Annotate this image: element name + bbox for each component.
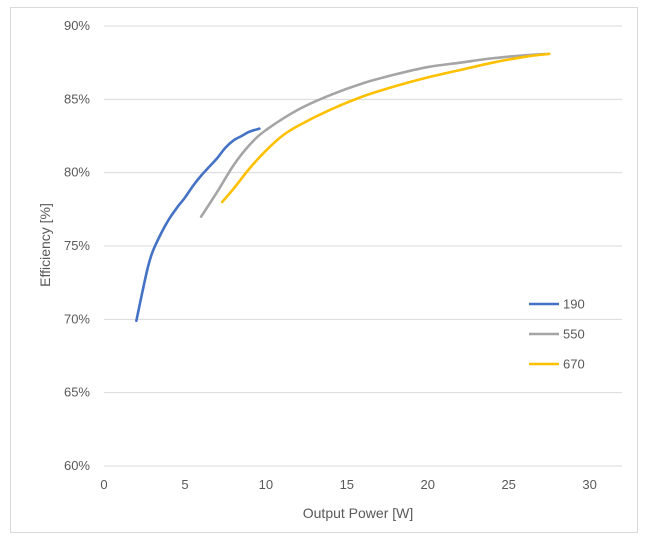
legend-label-550: 550 — [563, 327, 585, 342]
y-tick-label: 90% — [64, 18, 90, 33]
x-tick-label: 30 — [582, 477, 596, 492]
x-tick-label: 10 — [259, 477, 273, 492]
x-tick-labels: 0 5 10 15 20 25 30 — [100, 477, 596, 492]
x-tick-label: 20 — [421, 477, 435, 492]
legend-label-190: 190 — [563, 297, 585, 312]
y-tick-labels: 60% 65% 70% 75% 80% 85% 90% — [64, 18, 90, 473]
legend: 190 550 670 — [529, 297, 585, 372]
x-axis-title: Output Power [W] — [303, 505, 413, 521]
chart-frame — [10, 7, 638, 533]
y-tick-label: 80% — [64, 165, 90, 180]
x-tick-label: 25 — [501, 477, 515, 492]
x-tick-label: 0 — [100, 477, 107, 492]
y-tick-label: 65% — [64, 385, 90, 400]
series-lines — [135, 52, 551, 323]
gridlines — [104, 25, 622, 467]
y-tick-label: 75% — [64, 238, 90, 253]
x-tick-label: 15 — [340, 477, 354, 492]
series-line-670 — [220, 52, 551, 204]
series-line-190 — [135, 127, 261, 323]
y-tick-label: 70% — [64, 311, 90, 326]
x-tick-label: 5 — [181, 477, 188, 492]
y-axis-title: Efficiency [%] — [37, 203, 53, 287]
y-tick-label: 60% — [64, 458, 90, 473]
series-line-550 — [199, 52, 551, 218]
legend-label-670: 670 — [563, 357, 585, 372]
y-tick-label: 85% — [64, 91, 90, 106]
